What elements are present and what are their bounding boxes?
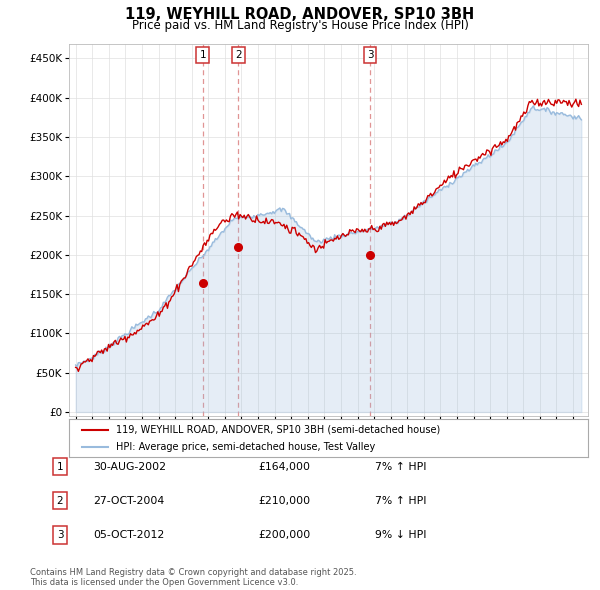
Text: 30-AUG-2002: 30-AUG-2002	[93, 461, 166, 471]
Text: 3: 3	[367, 50, 373, 60]
Text: 3: 3	[56, 530, 64, 540]
Text: 27-OCT-2004: 27-OCT-2004	[93, 496, 164, 506]
Text: 05-OCT-2012: 05-OCT-2012	[93, 530, 164, 540]
Text: 7% ↑ HPI: 7% ↑ HPI	[375, 496, 427, 506]
Text: £200,000: £200,000	[258, 530, 310, 540]
Text: 7% ↑ HPI: 7% ↑ HPI	[375, 461, 427, 471]
Text: 2: 2	[235, 50, 242, 60]
Text: HPI: Average price, semi-detached house, Test Valley: HPI: Average price, semi-detached house,…	[116, 441, 375, 451]
Text: 1: 1	[199, 50, 206, 60]
Text: Price paid vs. HM Land Registry's House Price Index (HPI): Price paid vs. HM Land Registry's House …	[131, 19, 469, 32]
Text: 1: 1	[56, 461, 64, 471]
Text: 119, WEYHILL ROAD, ANDOVER, SP10 3BH (semi-detached house): 119, WEYHILL ROAD, ANDOVER, SP10 3BH (se…	[116, 425, 440, 435]
Text: £164,000: £164,000	[258, 461, 310, 471]
Text: £210,000: £210,000	[258, 496, 310, 506]
Text: 9% ↓ HPI: 9% ↓ HPI	[375, 530, 427, 540]
Text: 2: 2	[56, 496, 64, 506]
Text: 119, WEYHILL ROAD, ANDOVER, SP10 3BH: 119, WEYHILL ROAD, ANDOVER, SP10 3BH	[125, 7, 475, 22]
Text: Contains HM Land Registry data © Crown copyright and database right 2025.
This d: Contains HM Land Registry data © Crown c…	[30, 568, 356, 587]
